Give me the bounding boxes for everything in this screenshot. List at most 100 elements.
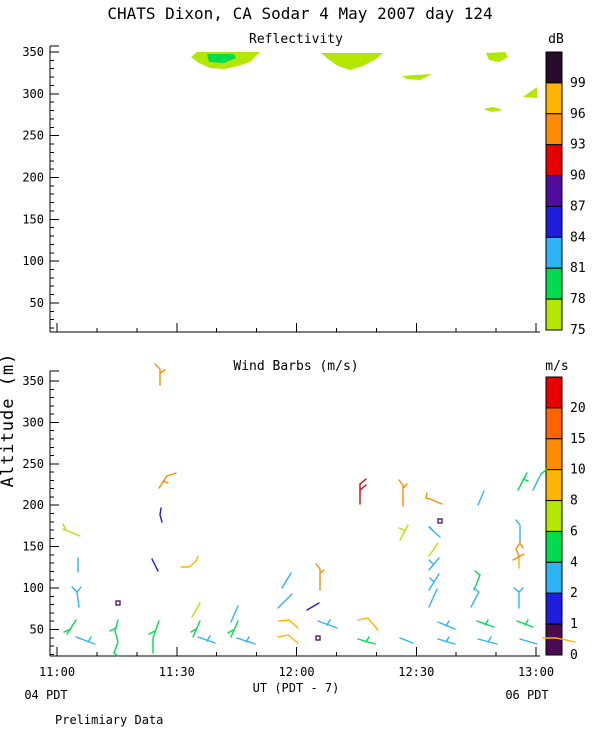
reflectivity-blob	[483, 107, 503, 112]
y-tick-label: 250	[22, 129, 44, 143]
y-tick-label: 350	[22, 45, 44, 59]
windbarb-data-layer	[62, 363, 576, 657]
wind-barb	[109, 627, 117, 632]
reflectivity-data-layer	[191, 52, 537, 112]
wind-barb	[518, 587, 524, 593]
wind-barb	[87, 636, 92, 643]
wind-barb	[148, 630, 156, 635]
x-tick-label: 11:00	[39, 665, 75, 679]
wind-barb	[191, 602, 201, 618]
colorbar-label: 15	[570, 432, 586, 447]
calm-wind-marker	[315, 635, 321, 641]
wind-barb	[402, 483, 408, 489]
page-title: CHATS Dixon, CA Sodar 4 May 2007 day 124	[107, 4, 492, 23]
wind-barb	[487, 636, 492, 643]
colorbar-label: 84	[570, 230, 586, 245]
wind-barb	[227, 629, 234, 634]
reflectivity-colorbar-units: dB	[548, 32, 564, 47]
colorbar-label: 81	[570, 261, 586, 276]
colorbar-segment	[545, 438, 563, 471]
wind-barb	[398, 527, 405, 531]
colorbar-label: 1	[570, 617, 578, 632]
colorbar-label: 93	[570, 138, 586, 153]
wind-barb	[75, 636, 96, 645]
colorbar-segment	[545, 561, 563, 594]
wind-barb	[484, 619, 489, 626]
x-tick-label: 12:30	[398, 665, 434, 679]
colorbar-segment	[545, 205, 563, 238]
colorbar-label: 75	[570, 323, 586, 338]
wind-barb	[151, 558, 159, 572]
wind-barb	[522, 478, 529, 482]
reflectivity-blob	[523, 87, 537, 98]
colorbar-segment	[545, 175, 563, 207]
colorbar-label: 4	[570, 555, 578, 570]
colorbar-segment	[545, 51, 563, 84]
colorbar-label: 2	[570, 586, 578, 601]
wind-barb	[278, 619, 299, 629]
panel-axes: 350 300 250 200 150 100 50	[22, 45, 540, 333]
colorbar-label: 99	[570, 76, 586, 91]
wind-barb	[277, 634, 299, 644]
panel-axes: 350 300 250 200 150 100 50 11:00 11:30 12:00 12:30…	[22, 370, 554, 679]
wind-barb	[230, 620, 239, 638]
wind-barb	[542, 637, 576, 643]
y-axis-title: Altitude (m)	[0, 353, 18, 488]
colorbar-segment	[545, 592, 563, 625]
wind-barb	[306, 602, 320, 611]
colorbar-label: 8	[570, 494, 578, 509]
wind-barb	[357, 617, 379, 631]
wind-barb	[513, 587, 520, 609]
wind-barb	[159, 507, 163, 523]
colorbar-segment	[545, 82, 563, 115]
preliminary-data-note: Prelimiary Data	[55, 713, 163, 727]
wind-barb	[180, 555, 199, 568]
colorbar-segment	[545, 144, 563, 177]
wind-barb	[197, 636, 216, 644]
colorbar-label: 78	[570, 292, 586, 307]
axes-layer: 350 300 250 200 150 100 50 350 300 250 200 150 100 50…	[22, 45, 554, 679]
colorbar-segment	[545, 298, 563, 331]
wind-barb	[477, 490, 485, 506]
wind-barb	[158, 472, 177, 489]
colorbar-segment	[545, 376, 563, 409]
wind-barb	[429, 526, 434, 532]
y-tick-label: 50	[30, 296, 44, 310]
windbarbs-colorbar-units: m/s	[545, 359, 568, 374]
wind-barb	[429, 577, 435, 583]
wind-barb	[470, 587, 480, 608]
y-tick-label: 250	[22, 457, 44, 471]
wind-barb	[473, 570, 481, 591]
colorbar-label: 20	[570, 401, 586, 416]
wind-barb	[515, 541, 524, 557]
calm-wind-marker	[115, 600, 121, 606]
colorbar-label: 96	[570, 107, 586, 122]
wind-barb	[66, 619, 77, 635]
wind-barb	[540, 468, 548, 475]
wind-barb	[319, 569, 325, 574]
wind-barb	[445, 620, 450, 627]
y-tick-label: 150	[22, 540, 44, 554]
wind-barb	[359, 478, 367, 485]
colorbar-label: 6	[570, 524, 578, 539]
colorbar-segment	[545, 623, 563, 656]
reflectivity-blob	[402, 74, 432, 80]
wind-barb	[359, 484, 367, 491]
y-tick-label: 300	[22, 87, 44, 101]
wind-barb	[428, 557, 440, 571]
y-tick-label: 100	[22, 581, 44, 595]
y-tick-label: 100	[22, 254, 44, 268]
colorbar-segment	[545, 267, 563, 300]
colorbar-label: 87	[570, 199, 586, 214]
wind-barb	[159, 369, 166, 374]
wind-barb	[399, 637, 414, 644]
colorbar-label: 90	[570, 169, 586, 184]
y-tick-label: 200	[22, 498, 44, 512]
wind-barb	[398, 479, 404, 507]
wind-barb	[62, 523, 67, 531]
wind-barb	[524, 619, 529, 626]
reflectivity-panel-title: Reflectivity	[249, 32, 343, 47]
